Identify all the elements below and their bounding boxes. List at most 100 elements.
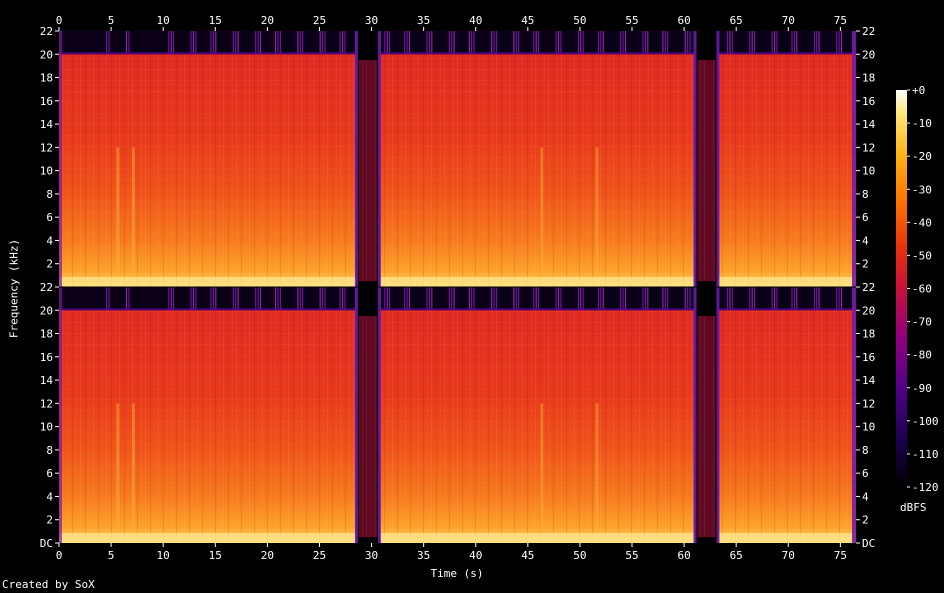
hf-streak [173,31,175,55]
hf-streak [836,31,838,55]
hf-streak [557,31,560,55]
colorbar-tick-label: -50 [912,249,932,262]
hf-streak [448,31,450,55]
hf-streak [255,31,257,55]
y-tick-label-left: 18 [40,328,53,341]
colorbar-tick-label: -30 [912,183,932,196]
y-tick-label-right: 14 [862,118,876,131]
x-tick-label-top: 0 [56,14,63,27]
hf-streak [535,31,537,55]
bright-band [131,403,135,532]
bright-band [116,403,120,532]
hf-streak [386,31,388,55]
hf-streak [190,31,192,55]
hf-streak [259,31,261,55]
hf-streak [297,287,299,311]
hf-streak [620,287,622,311]
hf-streak [232,287,234,311]
hf-streak [684,31,686,55]
hf-streak [664,31,666,55]
hf-streak [513,287,515,311]
hf-streak [384,31,386,55]
y-tick-label-left: 18 [40,72,53,85]
colorbar-tick-label: -70 [912,316,932,329]
y-tick-label-right: 18 [862,328,875,341]
hf-streak [773,31,776,55]
hf-streak [275,287,277,311]
hf-streak [384,287,386,311]
hf-streak [404,31,406,55]
y-tick-label-right: 4 [862,490,869,503]
y-tick-label-left: 10 [40,421,53,434]
hf-streak [473,31,475,55]
x-tick-label-top: 35 [417,14,430,27]
gap-texture [697,60,716,282]
hf-streak [622,287,624,311]
y-tick-label-left: 20 [40,304,53,317]
gap-edge [354,31,358,287]
hf-streak [344,31,346,55]
y-tick-label-right: 10 [862,421,875,434]
hf-streak [602,287,604,311]
hf-streak [453,287,455,311]
y-tick-label-right: 10 [862,165,875,178]
x-axis-title: Time (s) [430,567,484,580]
hf-streak [751,287,753,311]
hf-streak [515,287,517,311]
x-tick-label-bottom: 60 [677,549,690,562]
hf-streak [838,31,840,55]
x-tick-label-top: 60 [677,14,690,27]
hf-streak [215,31,217,55]
y-tick-label-right: 6 [862,211,869,224]
hf-streak [491,31,493,55]
hf-streak [533,287,535,311]
hf-streak [406,287,408,311]
hf-streak [689,31,691,55]
hf-streak [431,31,433,55]
hf-streak [816,31,818,55]
hf-streak [195,31,197,55]
hf-streak [577,31,579,55]
hf-streak [322,287,324,311]
hf-streak [495,31,497,55]
y-tick-label-left: DC [40,537,53,550]
hf-streak [518,31,520,55]
bright-band [595,403,599,532]
hf-streak [818,31,820,55]
y-tick-label-right: 20 [862,304,875,317]
y-tick-label-left: 10 [40,165,53,178]
hf-streak [212,31,214,55]
hf-streak [771,31,773,55]
gap-edge [716,287,720,543]
colorbar-tick-label: +0 [912,84,925,97]
hf-streak [108,287,110,311]
x-tick-label-bottom: 0 [56,549,63,562]
hf-streak [297,31,299,55]
x-tick-label-top: 55 [625,14,638,27]
hf-streak [257,287,259,311]
low-freq-band [59,533,856,543]
gap-edge [354,287,358,543]
hf-streak [667,31,669,55]
hf-streak [341,31,344,55]
hf-streak [324,287,326,311]
hf-streak [644,287,646,311]
hf-streak [212,287,214,311]
y-tick-label-left: 4 [46,490,53,503]
cutoff-edge [59,52,856,55]
hf-streak [662,287,664,311]
colorbar-tick-label: -60 [912,283,932,296]
x-tick-label-bottom: 50 [573,549,586,562]
hf-streak [106,287,108,311]
y-tick-label-left: 16 [40,95,53,108]
y-tick-label-right: 8 [862,444,869,457]
gap-texture [358,316,377,538]
hf-streak [600,287,602,311]
x-tick-label-top: 70 [782,14,795,27]
hf-streak [195,287,197,311]
x-tick-label-top: 45 [521,14,534,27]
hf-streak [235,287,237,311]
x-tick-label-bottom: 20 [261,549,274,562]
hf-streak [816,287,818,311]
hf-streak [622,31,624,55]
